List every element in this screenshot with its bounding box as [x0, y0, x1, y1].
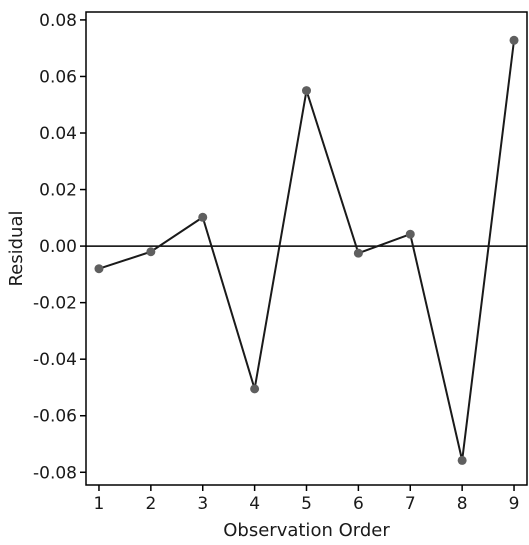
y-tick-label: 0.02 — [39, 181, 77, 201]
y-tick-label: 0.08 — [39, 11, 77, 31]
data-point — [94, 264, 104, 274]
data-point — [509, 35, 519, 45]
data-point — [405, 229, 415, 239]
y-tick-label: -0.02 — [33, 294, 77, 314]
data-point — [302, 86, 311, 96]
y-tick-label: -0.04 — [33, 350, 77, 370]
x-tick-label: 6 — [353, 494, 364, 514]
x-tick-label: 5 — [301, 494, 312, 514]
y-tick-label: 0.00 — [39, 237, 77, 257]
y-tick-label: -0.08 — [33, 463, 77, 483]
y-axis-ticks: 0.08 0.06 0.04 0.02 0.00 -0.02 -0.04 -0.06 -0.08 — [33, 11, 86, 483]
data-point — [146, 247, 156, 257]
y-axis-title: Residual — [6, 210, 27, 286]
data-point — [353, 248, 363, 258]
x-tick-label: 9 — [509, 494, 520, 514]
x-tick-label: 1 — [94, 494, 105, 514]
x-tick-label: 8 — [457, 494, 468, 514]
residual-series-line — [98, 40, 516, 461]
residual-points — [94, 35, 519, 465]
data-point — [250, 384, 260, 394]
data-point — [457, 455, 467, 465]
x-axis-ticks: 1 2 3 4 5 6 7 8 9 — [94, 485, 520, 514]
y-tick-label: 0.04 — [39, 124, 77, 144]
x-tick-label: 3 — [197, 494, 208, 514]
y-tick-label: 0.06 — [39, 67, 77, 87]
x-tick-label: 2 — [145, 494, 156, 514]
y-tick-label: -0.06 — [33, 407, 77, 427]
x-axis-title: Observation Order — [223, 520, 390, 541]
x-tick-label: 4 — [249, 494, 260, 514]
data-point — [198, 212, 208, 222]
x-tick-label: 7 — [405, 494, 416, 514]
